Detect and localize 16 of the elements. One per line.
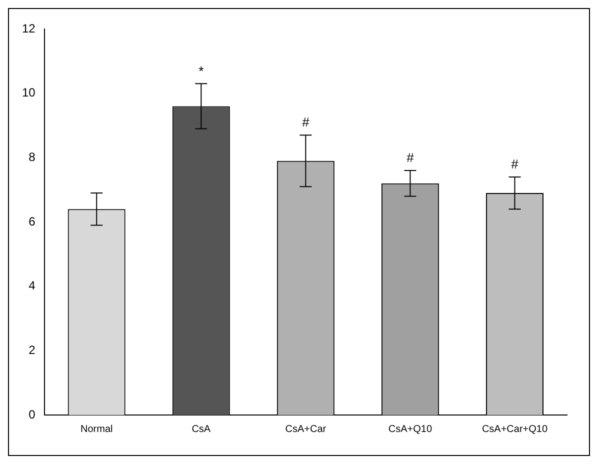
data-label: * (198, 63, 204, 78)
x-tick-label: CsA+Car (285, 424, 327, 435)
y-tick-label: 6 (28, 214, 36, 228)
x-tick-label: CsA+Q10 (388, 424, 432, 435)
y-tick-label: 8 (28, 150, 36, 164)
y-tick-label: 4 (28, 278, 36, 293)
y-tick-label: 0 (28, 407, 36, 422)
y-tick-label: 2 (28, 342, 36, 357)
y-tick-label: 12 (22, 21, 36, 36)
x-tick-label: CsA (192, 424, 211, 435)
x-tick-label: Normal (80, 424, 113, 435)
x-tick-label: CsA+Car+Q10 (482, 424, 548, 435)
data-label: # (302, 114, 310, 130)
y-tick-label: 10 (22, 86, 36, 100)
data-label: # (406, 150, 415, 166)
data-label: # (511, 156, 520, 172)
